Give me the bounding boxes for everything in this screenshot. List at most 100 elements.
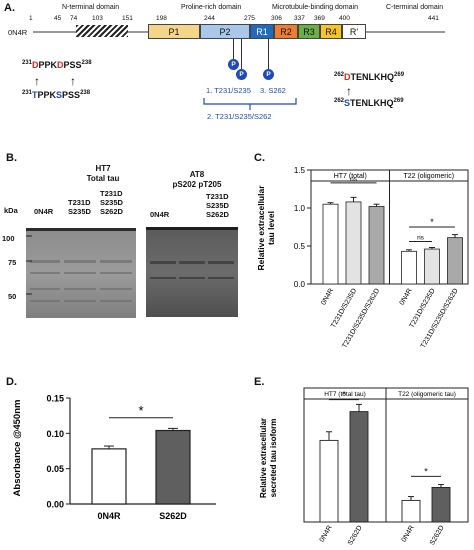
blot2-subtitle: pS202 pT205 [172, 180, 222, 189]
chart-e-bar [319, 439, 339, 523]
phospho-stem-1 [233, 39, 234, 59]
chart-c-ytick-label: 0.0 [294, 280, 306, 289]
blot1-title: HT7 [95, 164, 111, 173]
segment-p2: P2 [200, 24, 250, 39]
chart-d-bar [155, 429, 191, 505]
segment-rprime: R' [342, 24, 366, 39]
blot2-lane-1: 0N4R [150, 210, 170, 219]
sequence-residues: D [32, 60, 39, 70]
chart-c-ylabel: Relative extracellulartau level [256, 185, 276, 271]
blot1-marker-100: 100 [2, 234, 15, 243]
sequence-residues: PPK [37, 90, 57, 100]
blot1-kda-label: kDa [4, 206, 18, 215]
blot1-lane-1: 0N4R [34, 207, 54, 216]
phospho-site-s235-icon: P [236, 69, 247, 80]
chart-d-ytick-label: 0.05 [46, 464, 64, 474]
sequence-residues: TENLKHQ [350, 72, 395, 82]
sequence-residues: T [32, 90, 38, 100]
segment-r3: R3 [298, 24, 320, 39]
position-45: 45 [54, 15, 62, 22]
sequence-end: 238 [80, 90, 91, 96]
mutant-label-2: 2. T231/S235/S262 [207, 112, 272, 121]
phospho-site-s262-icon: P [263, 69, 274, 80]
chart-c-ylabel-line: tau level [266, 211, 276, 245]
panel-a-letter: A. [4, 2, 15, 14]
construct-label: 0N4R [8, 28, 28, 37]
chart-c: 0.0 0.5 1.0 1.5 Relative extracellulartau le… [256, 166, 469, 350]
sequence-start: 231 [22, 60, 33, 66]
chart-d: 0.00 0.05 0.10 0.15 Absorbance @450nm 0N4R S26… [12, 394, 216, 521]
blot1-subtitle: Total tau [86, 174, 120, 183]
chart-e-ylabel: Relative extracellularsecreted tau isofo… [259, 418, 278, 498]
position-151: 151 [122, 15, 133, 22]
chart-d-ytick-label: 0.10 [46, 429, 64, 439]
chart-e-ylabel-line: Relative extracellular [259, 418, 268, 498]
chart-e-bar [349, 411, 369, 523]
panel-c-letter: C. [254, 152, 265, 164]
blot2-image [146, 227, 238, 317]
chart-c-group-title: HT7 (total) [334, 173, 367, 180]
sequence-231-wildtype: 231TPPKSPSS238 [22, 90, 90, 100]
panel-e-letter: E. [254, 376, 265, 388]
n-terminal-hatch [76, 25, 128, 37]
segment-r1: R1 [250, 24, 274, 39]
sequence-262-mutant: 262DTENLKHQ269 [334, 72, 404, 82]
sequence-end: 269 [393, 98, 404, 104]
blot1-marker-50: 50 [8, 292, 17, 301]
chart-d-xlabel: S262D [159, 511, 187, 521]
position-400: 400 [339, 15, 350, 22]
position-244: 244 [204, 15, 215, 22]
segment-r4: R4 [320, 24, 342, 39]
blot1-marker-75: 75 [8, 258, 17, 267]
chart-d-ylabel: Absorbance @450nm [12, 400, 23, 497]
chart-c-ytick-label: 1.5 [294, 166, 306, 175]
proline-rich-label: Proline-rich domain [181, 4, 242, 11]
sequence-231-mutant: 231DPPKDPSS238 [22, 60, 92, 70]
sequence-262-wildtype: 262STENLKHQ269 [334, 98, 404, 108]
chart-c-bar [401, 250, 417, 285]
chart-c-sig-label: ns [350, 176, 358, 183]
sequence-residues: S [56, 90, 63, 100]
sequence-end: 238 [81, 60, 92, 66]
mutant-bracket [203, 98, 297, 110]
panel-b-letter: B. [6, 152, 17, 164]
blot2-title: AT8 [189, 170, 205, 179]
arrow-1: ↑ [34, 74, 40, 88]
chart-e-sig-label: * [424, 466, 428, 476]
sequence-start: 262 [334, 98, 345, 104]
phospho-site-t231-icon: P [228, 59, 239, 70]
phospho-stem-2 [241, 39, 242, 69]
chart-c-xlabel: 0N4R [320, 288, 335, 307]
chart-c-bar [447, 237, 463, 285]
sequence-start: 262 [334, 72, 345, 78]
segment-p1: P1 [148, 24, 200, 39]
panel-d-letter: D. [6, 376, 17, 388]
chart-c-xlabel: 0N4R [399, 288, 414, 307]
chart-c-ytick-label: 1.0 [294, 204, 306, 213]
chart-c-bar [368, 206, 385, 285]
position-441: 441 [428, 15, 439, 22]
chart-d-ytick-label: 0.15 [46, 394, 64, 404]
position-74: 74 [70, 15, 78, 22]
chart-c-bar [424, 248, 440, 285]
mutant-label-1: 1. T231/S235 [206, 86, 251, 95]
sequence-residues: D [57, 60, 64, 70]
chart-e: Relative extracellularsecreted tau isofo… [259, 387, 469, 547]
chart-e-xlabel: 0N4R [401, 525, 416, 544]
chart-e-bar [431, 486, 451, 523]
arrow-2: ↑ [70, 74, 76, 88]
position-369: 369 [314, 15, 325, 22]
chart-e-group-title: T22 (oligomeric tau) [398, 391, 456, 398]
chart-c-bar [322, 203, 339, 285]
sequence-residues: PPK [38, 60, 58, 70]
sequence-start: 231 [22, 90, 33, 96]
position-1: 1 [29, 15, 33, 22]
chart-c-sig-label: * [430, 217, 434, 227]
n-terminal-label: N-terminal domain [62, 4, 120, 11]
microtubule-binding-label: Microtubule-binding domain [272, 4, 358, 11]
chart-c-sig-label: ns [417, 234, 425, 241]
sequence-residues: S [344, 98, 351, 108]
chart-c-ytick-label: 0.5 [294, 242, 306, 251]
position-103: 103 [92, 15, 103, 22]
phospho-stem-3 [268, 39, 269, 69]
